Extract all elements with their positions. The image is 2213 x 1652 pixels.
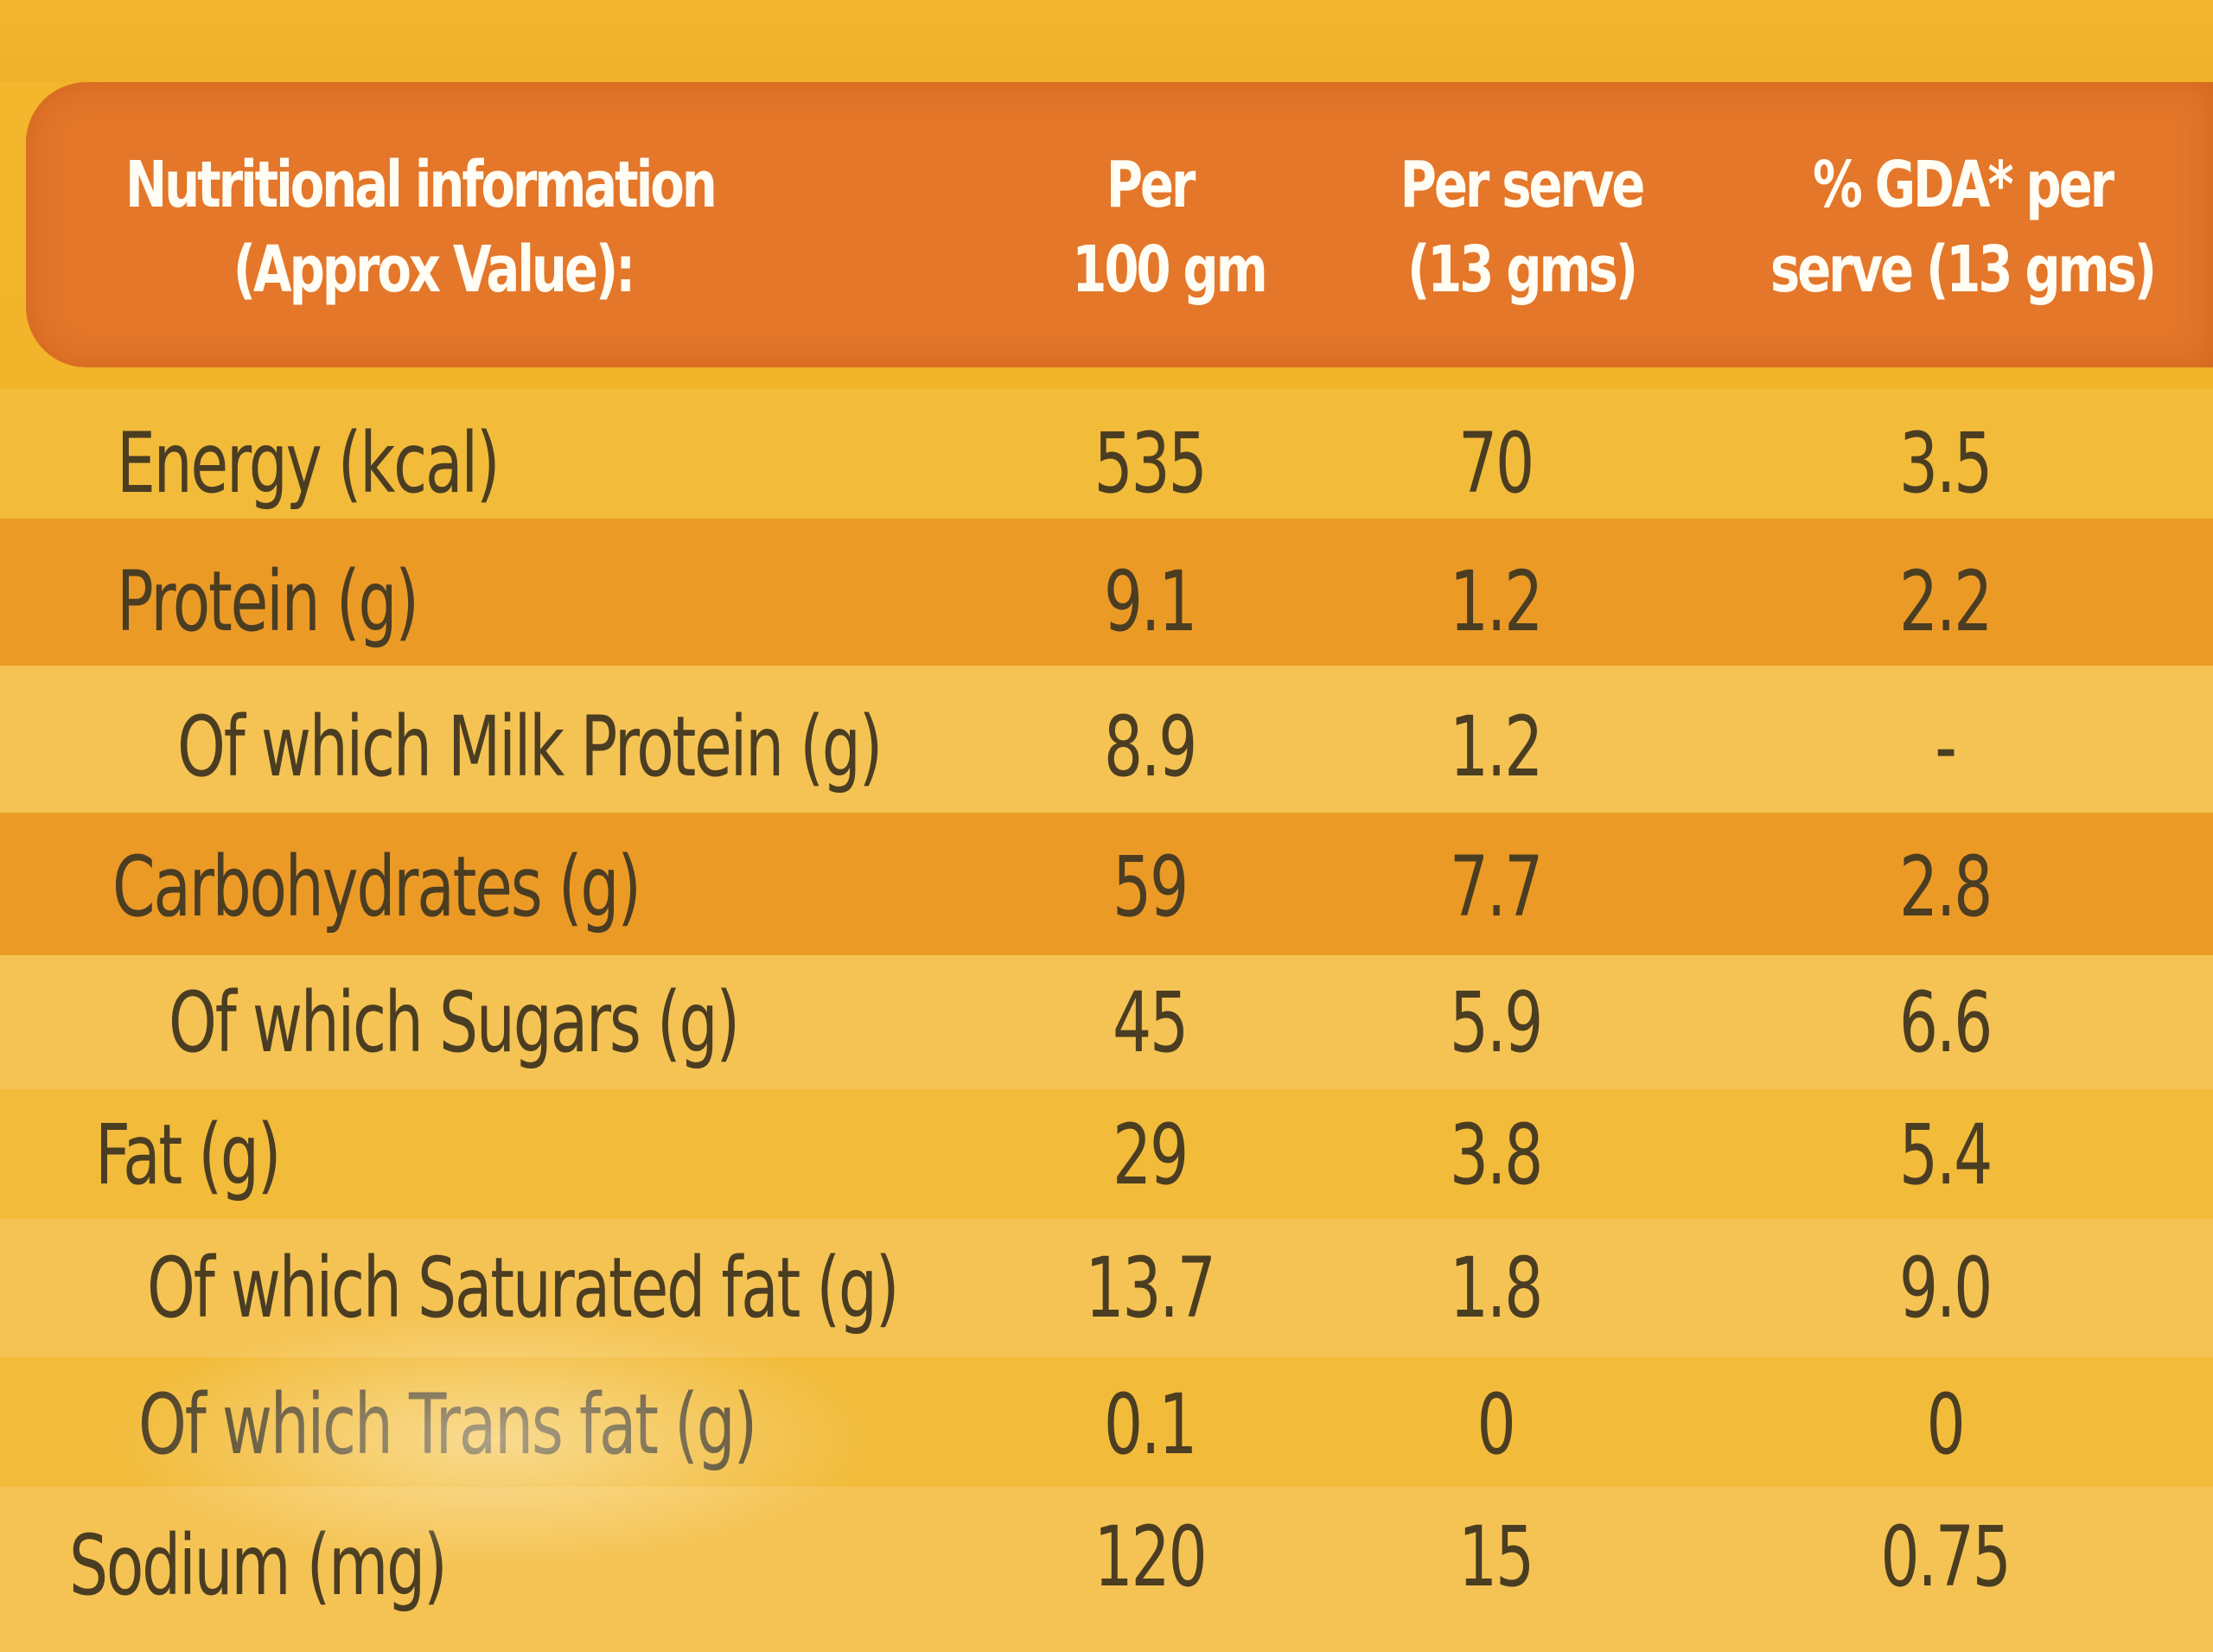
row-per-serve: 15: [1458, 1508, 1534, 1605]
row-label: Of which Saturated fat (g): [147, 1240, 900, 1336]
row-label: Protein (g): [117, 553, 419, 650]
row-gda: -: [1935, 698, 1957, 795]
row-gda: 9.0: [1898, 1240, 1993, 1336]
table-row: Of which Saturated fat (g) 13.7 1.8 9.0: [0, 1219, 2213, 1357]
row-per-serve: 70: [1458, 415, 1534, 512]
row-gda: 5.4: [1898, 1107, 1993, 1203]
nutrition-table-header: Nutritional information (Approx Value): …: [26, 82, 2213, 367]
row-per-100g: 59: [1113, 839, 1189, 935]
row-per-serve: 3.8: [1449, 1107, 1544, 1203]
row-per-100g: 535: [1094, 415, 1208, 512]
row-label: Fat (g): [95, 1107, 282, 1203]
row-per-100g: 8.9: [1103, 698, 1198, 795]
row-label: Carbohydrates (g): [112, 839, 641, 935]
header-per-100g-line2: 100 gm: [1072, 233, 1267, 307]
header-per-serve: Per serve (13 gms): [1393, 143, 1649, 312]
header-per-serve-line2: (13 gms): [1406, 233, 1638, 307]
row-gda: 2.8: [1898, 839, 1993, 935]
table-row: Carbohydrates (g) 59 7.7 2.8: [0, 813, 2213, 955]
table-row: Of which Sugars (g) 45 5.9 6.6: [0, 955, 2213, 1089]
row-gda: 3.5: [1898, 415, 1993, 512]
row-label: Of which Trans fat (g): [138, 1376, 757, 1473]
table-row: Sodium (mg) 120 15 0.75: [0, 1487, 2213, 1652]
row-label: Of which Sugars (g): [169, 974, 740, 1071]
row-per-serve: 0: [1476, 1376, 1516, 1473]
row-per-serve: 1.8: [1449, 1240, 1544, 1336]
row-gda: 6.6: [1898, 974, 1993, 1071]
row-per-serve: 5.9: [1449, 974, 1544, 1071]
package-top-strip: [0, 0, 2213, 82]
header-gda-line2: serve (13 gms): [1770, 233, 2157, 307]
row-per-serve: 7.7: [1449, 839, 1544, 935]
row-label: Of which Milk Protein (g): [177, 698, 883, 795]
row-per-100g: 13.7: [1085, 1240, 1216, 1336]
table-row: Energy (kcal) 535 70 3.5: [0, 389, 2213, 519]
row-per-100g: 29: [1113, 1107, 1189, 1203]
table-row: Of which Milk Protein (g) 8.9 1.2 -: [0, 666, 2213, 813]
row-label: Sodium (mg): [69, 1517, 448, 1614]
nutrition-table: Nutritional information (Approx Value): …: [0, 82, 2213, 1652]
table-row: Fat (g) 29 3.8 5.4: [0, 1089, 2213, 1219]
row-label: Energy (kcal): [117, 415, 501, 512]
header-label-line2: (Approx Value):: [233, 233, 635, 307]
row-per-serve: 1.2: [1449, 698, 1544, 795]
header-gda-line1: % GDA* per: [1813, 148, 2114, 222]
table-row: Protein (g) 9.1 1.2 2.2: [0, 519, 2213, 666]
row-per-serve: 1.2: [1449, 553, 1544, 650]
header-per-serve-line1: Per serve: [1400, 148, 1646, 222]
row-gda: 0.75: [1880, 1508, 2012, 1605]
row-gda: 0: [1926, 1376, 1966, 1473]
header-label-line1: Nutritional information: [125, 148, 717, 222]
row-per-100g: 45: [1113, 974, 1189, 1071]
row-per-100g: 0.1: [1103, 1376, 1198, 1473]
header-per-100g-line1: Per: [1106, 148, 1196, 222]
header-label: Nutritional information (Approx Value):: [125, 143, 717, 312]
row-gda: 2.2: [1898, 553, 1993, 650]
header-per-100g: Per 100 gm: [1072, 143, 1267, 312]
row-per-100g: 120: [1094, 1508, 1208, 1605]
row-per-100g: 9.1: [1103, 553, 1198, 650]
table-row: Of which Trans fat (g) 0.1 0 0: [0, 1357, 2213, 1487]
header-gda: % GDA* per serve (13 gms): [1767, 143, 2158, 312]
